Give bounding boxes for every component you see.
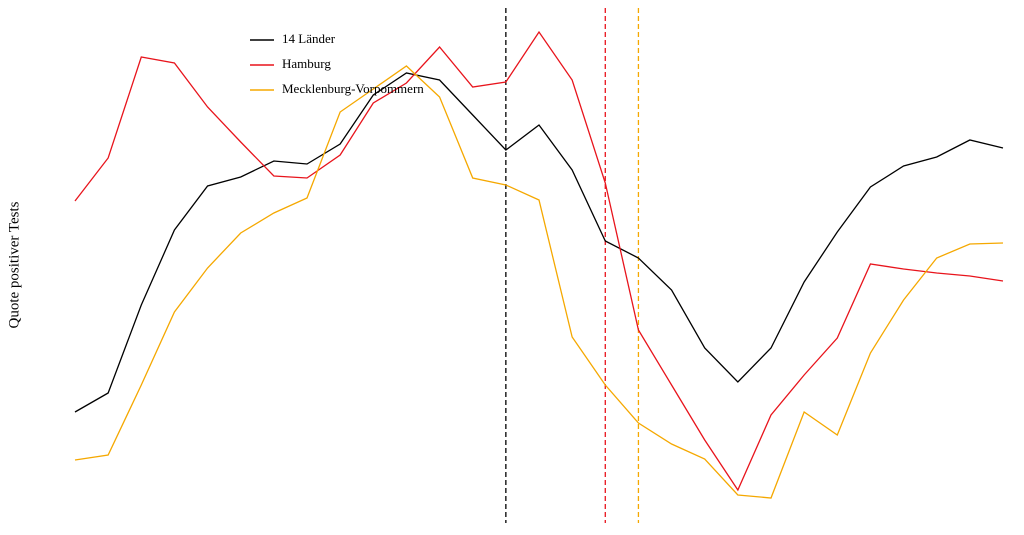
- series-line: [74, 30, 1004, 492]
- series-line: [74, 65, 1004, 499]
- series-line: [74, 72, 1004, 413]
- legend-label: Hamburg: [282, 56, 331, 71]
- legend-label: Mecklenburg-Vorpommern: [282, 81, 424, 96]
- y-axis-label: Quote positiver Tests: [6, 201, 22, 328]
- legend-label: 14 Länder: [282, 31, 336, 46]
